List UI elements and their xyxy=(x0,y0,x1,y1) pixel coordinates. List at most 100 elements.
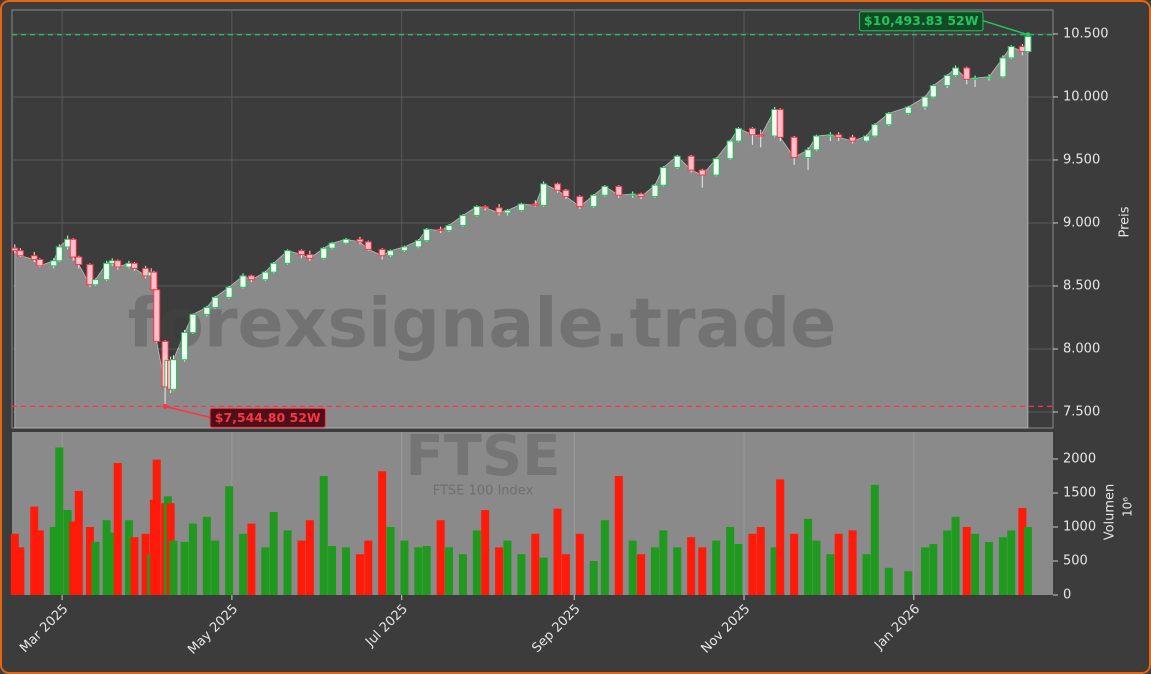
volume-bar xyxy=(904,571,913,595)
volume-bar xyxy=(10,533,19,595)
volume-y-tick-label: 2000 xyxy=(1063,451,1096,466)
candle-body xyxy=(985,76,993,79)
candle-body xyxy=(963,67,971,80)
candle-body xyxy=(503,209,511,214)
candle-body xyxy=(36,259,44,267)
annotation-point xyxy=(162,403,168,409)
candle-body xyxy=(169,359,177,390)
volume-bar xyxy=(113,463,122,595)
y-tick-label: 7.500 xyxy=(1063,404,1100,419)
candle-body xyxy=(734,127,742,142)
volume-bar xyxy=(748,533,757,595)
symbol-name: FTSE 100 Index xyxy=(433,484,534,499)
annotation-label: $10,493.83 52W xyxy=(864,13,979,28)
volume-bar xyxy=(378,471,387,595)
candle-body xyxy=(270,262,278,273)
volume-bar xyxy=(712,540,721,595)
candle-body xyxy=(562,189,570,198)
volume-bar xyxy=(600,520,609,595)
y-tick-label: 8.000 xyxy=(1063,341,1100,356)
volume-bar xyxy=(589,560,598,595)
candle-body xyxy=(952,67,960,77)
candle-body xyxy=(495,207,503,214)
volume-bar xyxy=(35,530,44,595)
volume-bar xyxy=(834,533,843,595)
candle-body xyxy=(576,196,584,208)
candle-body xyxy=(69,238,77,258)
volume-bar xyxy=(726,526,735,595)
volume-bar xyxy=(261,547,270,595)
annotation-label: $7,544.80 52W xyxy=(215,410,321,425)
volume-bar xyxy=(16,547,25,595)
volume-bar xyxy=(305,520,314,595)
volume-axis-label: Volumen xyxy=(1103,484,1118,541)
volume-bar xyxy=(756,526,765,595)
candle-body xyxy=(387,250,395,257)
candle-body xyxy=(189,313,197,334)
volume-bar xyxy=(458,554,467,595)
volume-bar xyxy=(152,459,161,595)
volume-y-tick-label: 1000 xyxy=(1063,519,1096,534)
volume-y-tick-label: 0 xyxy=(1063,588,1071,603)
candle-body xyxy=(203,306,211,315)
candle-body xyxy=(473,206,481,216)
candle-body xyxy=(601,185,609,196)
volume-bar xyxy=(1023,526,1032,595)
candle-body xyxy=(971,77,979,80)
volume-bar xyxy=(386,526,395,595)
volume-bar xyxy=(698,547,707,595)
candle-body xyxy=(55,246,63,262)
volume-bar xyxy=(884,567,893,595)
volume-bar xyxy=(364,540,373,595)
volume-bar xyxy=(342,547,351,595)
volume-bar xyxy=(943,530,952,595)
volume-bar xyxy=(319,475,328,595)
candle-body xyxy=(211,296,219,308)
plot-layer: 7.5008.0008.5009.0009.50010.00010.500Mar… xyxy=(10,9,1135,658)
volume-bar xyxy=(472,530,481,595)
y-tick-label: 10.000 xyxy=(1063,89,1109,104)
volume-bar xyxy=(124,520,133,595)
candle-body xyxy=(629,193,637,196)
candle-body xyxy=(75,256,83,266)
candle-body xyxy=(812,135,820,151)
candle-body xyxy=(659,167,667,186)
candle-body xyxy=(835,134,843,138)
candle-body xyxy=(306,253,314,259)
candle-body xyxy=(554,183,562,191)
volume-bar xyxy=(180,541,189,595)
volume-bar xyxy=(734,543,743,595)
candle-body xyxy=(103,262,111,281)
volume-bar xyxy=(503,540,512,595)
candle-body xyxy=(943,75,951,87)
volume-bar xyxy=(74,490,83,595)
candle-body xyxy=(364,241,372,250)
candle-body xyxy=(261,271,269,281)
volume-bar xyxy=(984,541,993,595)
candle-body xyxy=(540,183,548,206)
candle-body xyxy=(328,242,336,249)
y-tick-label: 8.500 xyxy=(1063,278,1100,293)
volume-y-tick-label: 500 xyxy=(1063,553,1088,568)
volume-bar xyxy=(1018,507,1027,595)
volume-bar xyxy=(414,547,423,595)
volume-bar xyxy=(614,475,623,595)
volume-bar xyxy=(30,506,39,595)
candle-body xyxy=(1007,46,1015,59)
volume-bar xyxy=(870,484,879,595)
volume-bar xyxy=(637,554,646,595)
volume-bar xyxy=(108,532,117,595)
candle-body xyxy=(757,134,765,137)
volume-bar xyxy=(247,523,256,595)
candle-body xyxy=(871,124,879,137)
volume-bar xyxy=(225,486,234,595)
candle-body xyxy=(776,109,784,138)
candle-body xyxy=(1024,35,1032,53)
candle-body xyxy=(517,203,525,211)
volume-bar xyxy=(561,554,570,595)
candle-body xyxy=(414,240,422,248)
volume-bar xyxy=(355,554,364,595)
candle-body xyxy=(247,275,255,281)
